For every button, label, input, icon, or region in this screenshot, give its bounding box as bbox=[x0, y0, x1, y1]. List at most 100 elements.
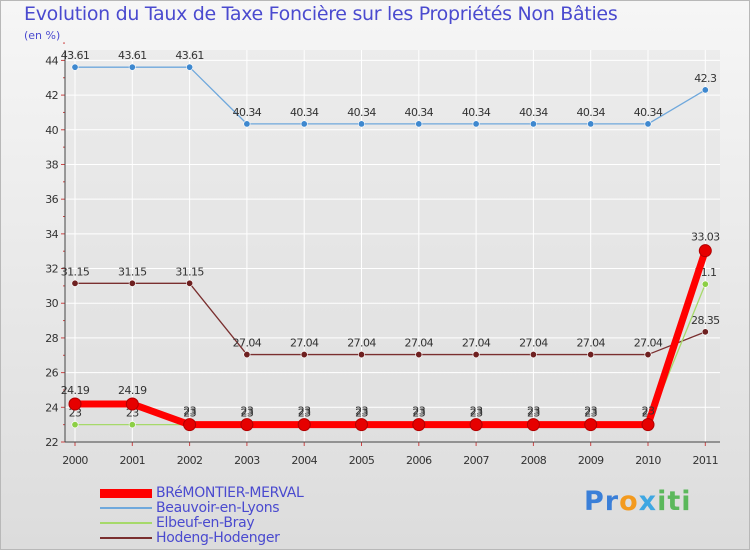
data-point bbox=[587, 351, 595, 359]
x-tick-label: 2004 bbox=[291, 454, 317, 467]
data-label: 40.34 bbox=[347, 106, 376, 119]
data-label: 27.04 bbox=[462, 337, 491, 350]
data-label: 33.03 bbox=[691, 231, 720, 244]
data-label: 23 bbox=[298, 407, 311, 420]
x-tick-label: 2005 bbox=[349, 454, 375, 467]
data-label: 23 bbox=[240, 405, 253, 418]
data-label: 23 bbox=[642, 405, 655, 418]
data-point bbox=[357, 351, 365, 359]
chart-title: Evolution du Taux de Taxe Foncière sur l… bbox=[24, 3, 618, 25]
data-point bbox=[472, 120, 480, 128]
y-tick-label: 42 bbox=[45, 89, 58, 102]
y-tick-label: 22 bbox=[45, 436, 58, 449]
y-tick-label: 32 bbox=[45, 263, 58, 276]
y-tick-label: 30 bbox=[45, 297, 58, 310]
data-label: 28.35 bbox=[691, 314, 720, 327]
legend-label: Hodeng-Hodenger bbox=[156, 530, 280, 546]
data-point bbox=[183, 418, 197, 432]
x-tick-label: 2000 bbox=[62, 454, 88, 467]
y-tick-label: 36 bbox=[45, 193, 58, 206]
data-label: 23 bbox=[412, 407, 425, 420]
x-tick-label: 2008 bbox=[521, 454, 547, 467]
data-label: 27.04 bbox=[405, 337, 434, 350]
x-tick-label: 2009 bbox=[578, 454, 604, 467]
x-tick-label: 2001 bbox=[119, 454, 145, 467]
y-tick-label: 26 bbox=[45, 367, 58, 380]
data-label: 43.61 bbox=[175, 49, 204, 62]
data-point bbox=[300, 351, 308, 359]
data-label: 42.3 bbox=[694, 72, 717, 85]
data-point bbox=[587, 120, 595, 128]
data-label: 40.34 bbox=[634, 106, 663, 119]
data-label: 24.19 bbox=[61, 384, 90, 397]
data-point bbox=[472, 351, 480, 359]
data-point bbox=[68, 397, 82, 411]
legend-swatch-bremontier bbox=[100, 489, 152, 498]
data-label: 23 bbox=[183, 405, 196, 418]
data-point bbox=[529, 120, 537, 128]
data-label: 24.19 bbox=[118, 384, 147, 397]
data-label: 23 bbox=[240, 407, 253, 420]
data-point bbox=[186, 63, 194, 71]
data-point bbox=[240, 418, 254, 432]
data-label: 23 bbox=[584, 407, 597, 420]
data-label: 27.04 bbox=[519, 337, 548, 350]
data-point bbox=[701, 328, 709, 336]
legend-label: Beauvoir-en-Lyons bbox=[156, 500, 280, 516]
y-unit-label: (en %) bbox=[24, 29, 61, 42]
data-point bbox=[128, 279, 136, 287]
series-line bbox=[71, 247, 709, 429]
data-point bbox=[469, 418, 483, 432]
data-point bbox=[71, 63, 79, 71]
legend-swatch-elbeuf bbox=[100, 522, 152, 524]
data-point bbox=[701, 280, 709, 288]
data-label: 23 bbox=[298, 405, 311, 418]
y-tick-label: 44 bbox=[45, 54, 58, 67]
data-label: 43.61 bbox=[61, 49, 90, 62]
data-label: 40.34 bbox=[576, 106, 605, 119]
brand-part: x bbox=[638, 486, 658, 517]
data-label: 27.04 bbox=[347, 337, 376, 350]
series-line bbox=[74, 66, 706, 125]
data-label: 23 bbox=[527, 407, 540, 420]
data-point bbox=[357, 120, 365, 128]
legend-swatch-beauvoir bbox=[100, 507, 152, 509]
legend-swatch-hodeng bbox=[100, 537, 152, 539]
data-point bbox=[415, 351, 423, 359]
data-label: 27.04 bbox=[290, 337, 319, 350]
x-tick-label: 2006 bbox=[406, 454, 432, 467]
y-tick-label: 34 bbox=[45, 228, 58, 241]
y-tick-label: 24 bbox=[45, 401, 58, 414]
legend-label: Elbeuf-en-Bray bbox=[156, 515, 255, 531]
data-point bbox=[125, 397, 139, 411]
data-label: 40.34 bbox=[519, 106, 548, 119]
brand-part: iti bbox=[657, 486, 692, 517]
data-point bbox=[529, 351, 537, 359]
data-label: 43.61 bbox=[118, 49, 147, 62]
data-label: 27.04 bbox=[634, 337, 663, 350]
x-tick-label: 2011 bbox=[692, 454, 718, 467]
data-label: 23 bbox=[412, 405, 425, 418]
x-tick-label: 2002 bbox=[177, 454, 203, 467]
data-point bbox=[644, 351, 652, 359]
data-label: 40.34 bbox=[290, 106, 319, 119]
data-point bbox=[415, 120, 423, 128]
data-label: 40.34 bbox=[405, 106, 434, 119]
y-tick-label: 40 bbox=[45, 124, 58, 137]
data-label: 23 bbox=[69, 407, 82, 420]
data-label: 40.34 bbox=[233, 106, 262, 119]
data-point bbox=[128, 421, 136, 429]
data-label: 23 bbox=[126, 407, 139, 420]
data-label: 27.04 bbox=[233, 337, 262, 350]
data-label: 23 bbox=[470, 407, 483, 420]
y-tick-label: 28 bbox=[45, 332, 58, 345]
data-point bbox=[128, 63, 136, 71]
x-tick-label: 2007 bbox=[463, 454, 489, 467]
data-point bbox=[584, 418, 598, 432]
data-point bbox=[412, 418, 426, 432]
series-line bbox=[74, 282, 706, 356]
data-label: 23 bbox=[527, 405, 540, 418]
data-label: 23 bbox=[584, 405, 597, 418]
data-label: 23 bbox=[355, 407, 368, 420]
